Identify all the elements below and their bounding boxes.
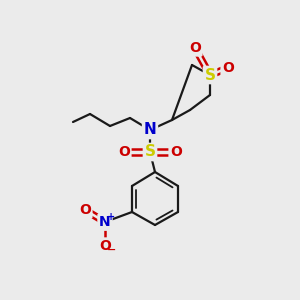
Text: +: + [107, 212, 115, 222]
Text: O: O [79, 203, 91, 217]
Text: O: O [222, 61, 234, 75]
Text: N: N [99, 215, 111, 229]
Text: −: − [107, 245, 117, 255]
Text: S: S [205, 68, 215, 82]
Text: O: O [170, 145, 182, 159]
Text: N: N [144, 122, 156, 137]
Text: N: N [99, 215, 111, 229]
Text: O: O [189, 41, 201, 55]
Text: O: O [118, 145, 130, 159]
Text: O: O [99, 239, 111, 253]
Text: S: S [145, 145, 155, 160]
